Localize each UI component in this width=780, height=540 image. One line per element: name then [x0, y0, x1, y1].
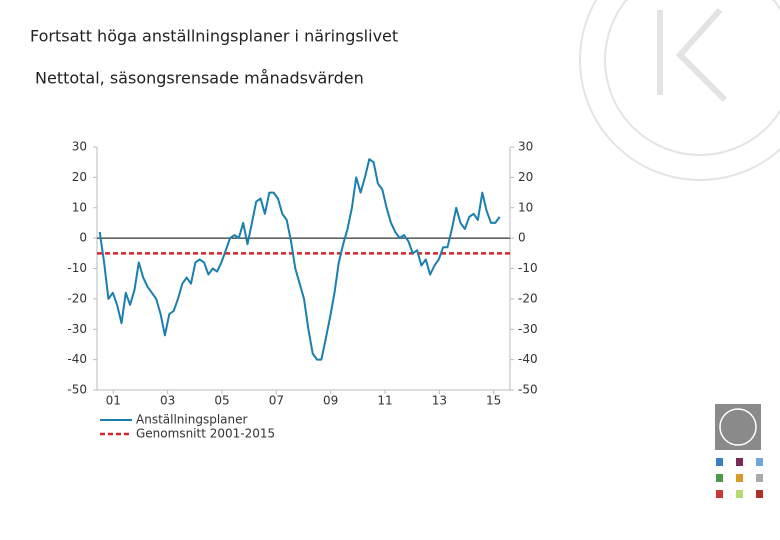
data-line	[98, 158, 501, 361]
y2-tick-label: 30	[518, 140, 533, 154]
y-tick-label: 20	[72, 170, 87, 184]
y-tick-label: -20	[67, 291, 87, 305]
y-tick-label: 30	[72, 140, 87, 154]
legend-label: Genomsnitt 2001-2015	[136, 427, 275, 441]
y-tick-label: -10	[67, 261, 87, 275]
y-tick-label: 10	[72, 200, 87, 214]
y-tick-label: 0	[79, 231, 87, 245]
y2-tick-label: -30	[518, 322, 538, 336]
watermark-logo	[579, 0, 780, 181]
y2-tick-label: 20	[518, 170, 533, 184]
y-tick-label: -50	[67, 383, 87, 397]
y2-tick-label: -20	[518, 291, 538, 305]
y-tick-label: -40	[67, 352, 87, 366]
y2-tick-label: -40	[518, 352, 538, 366]
chart-subtitle: Nettotal, säsongsrensade månadsvärden	[35, 69, 364, 88]
y2-tick-label: 10	[518, 200, 533, 214]
x-tick-label: 13	[432, 394, 447, 408]
x-tick-label: 03	[160, 394, 175, 408]
y2-tick-label: -10	[518, 261, 538, 275]
x-tick-label: 09	[323, 394, 338, 408]
y2-tick-label: -50	[518, 383, 538, 397]
x-tick-label: 07	[269, 394, 284, 408]
x-tick-label: 11	[377, 394, 392, 408]
y-tick-label: -30	[67, 322, 87, 336]
x-tick-label: 15	[486, 394, 501, 408]
y2-tick-label: 0	[518, 231, 526, 245]
legend-label: Anställningsplaner	[136, 413, 248, 427]
x-tick-label: 01	[106, 394, 121, 408]
ki-logo	[715, 404, 763, 498]
x-tick-label: 05	[214, 394, 229, 408]
chart-title: Fortsatt höga anställningsplaner i närin…	[30, 27, 398, 46]
